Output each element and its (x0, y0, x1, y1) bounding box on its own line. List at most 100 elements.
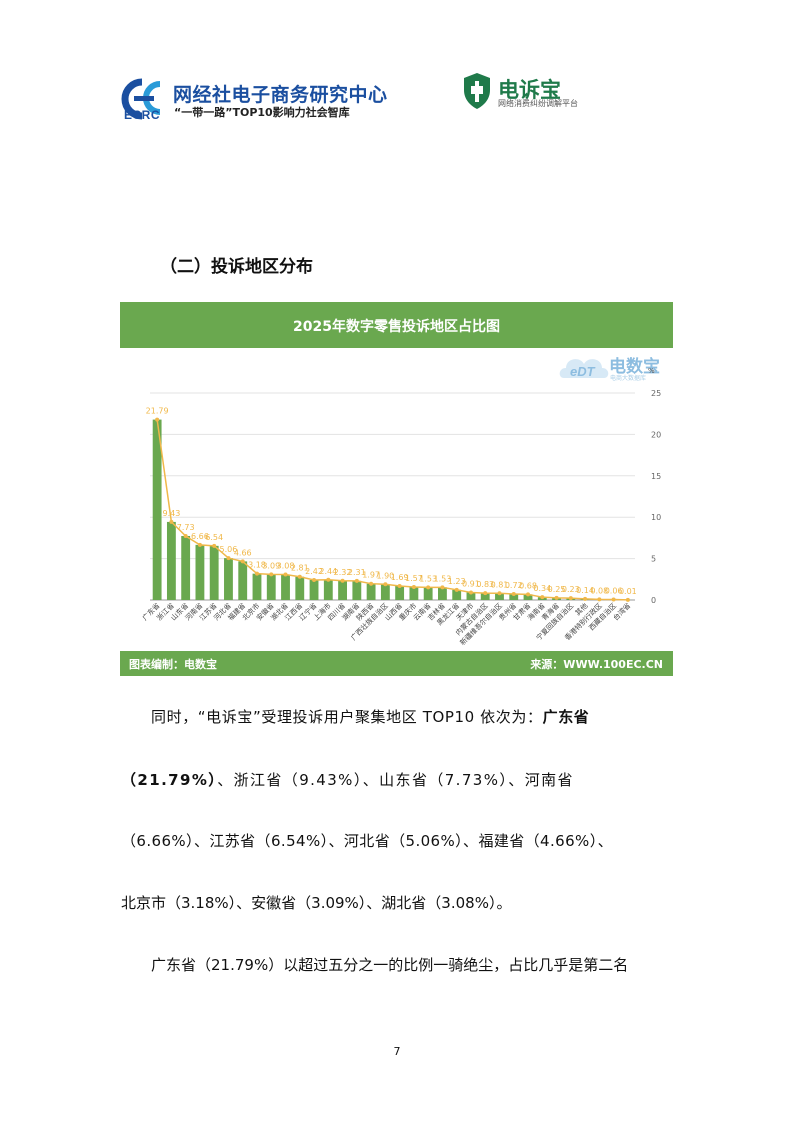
line-point (283, 572, 288, 577)
bar (323, 579, 333, 600)
bar (252, 573, 262, 600)
line-point (625, 597, 630, 602)
bar (266, 574, 276, 600)
line-point (240, 559, 245, 564)
data-label: 0.34 (533, 584, 551, 593)
line-point (354, 578, 359, 583)
line-point (440, 585, 445, 590)
chart-footer-band: 图表编制：电数宝 来源：WWW.100EC.CN (120, 651, 673, 676)
line-point (511, 592, 516, 597)
line-point (426, 585, 431, 590)
bar (466, 592, 476, 600)
data-label: 9.43 (162, 509, 180, 518)
line-point (340, 578, 345, 583)
line-point (583, 596, 588, 601)
ecrc-slogan: “一带一路”TOP10影响力社会智库 (174, 106, 350, 119)
chart-title: 2025年数字零售投诉地区占比图 (293, 319, 500, 335)
data-label: 1.69 (391, 573, 409, 582)
watermark-name: 电数宝 (609, 357, 660, 377)
line-point (611, 597, 616, 602)
bar (366, 583, 376, 600)
p2-bold: （21.79%） (121, 771, 218, 789)
chart-header-band: 2025年数字零售投诉地区占比图 (120, 302, 673, 348)
data-label: 1.53 (434, 574, 452, 583)
data-label: 1.90 (376, 571, 394, 580)
line-point (540, 595, 545, 600)
bar (380, 584, 390, 600)
page-number: 7 (393, 1045, 401, 1058)
y-tick-label: 5 (651, 555, 656, 564)
data-label: 0.06 (605, 587, 623, 596)
watermark-cloud-icon: eDT (559, 359, 609, 379)
bar (181, 535, 191, 600)
bar (423, 587, 433, 600)
bar (509, 594, 519, 600)
bar (238, 561, 248, 600)
data-label: 0.08 (590, 586, 608, 595)
paragraph-line-2: （21.79%）、浙江省（9.43%）、山东省（7.73%）、河南省 (121, 769, 673, 791)
chart-footer-credit: 图表编制：电数宝 (129, 658, 217, 671)
line-point (326, 577, 331, 582)
line-point (397, 584, 402, 589)
data-label: 4.66 (234, 548, 252, 557)
line-point (312, 577, 317, 582)
data-label: 0.68 (519, 581, 537, 590)
p2-text: 、浙江省（9.43%）、山东省（7.73%）、河南省 (217, 771, 574, 789)
data-label: 2.44 (319, 567, 337, 576)
line-point (568, 596, 573, 601)
data-label: 0.72 (505, 581, 523, 590)
y-tick-label: 10 (651, 513, 661, 522)
p1-bold: 广东省 (542, 708, 590, 726)
dsb-subtitle: 网络消费纠纷调解平台 (498, 99, 578, 108)
ecrc-abbr: ECRC (124, 108, 161, 122)
data-label: 2.81 (291, 564, 309, 573)
paragraph-line-3: （6.66%）、江苏省（6.54%）、河北省（5.06%）、福建省（4.66%）… (121, 832, 614, 850)
line-point (183, 533, 188, 538)
bar (309, 579, 319, 600)
data-label: 3.18 (248, 561, 266, 570)
data-label: 0.01 (619, 587, 637, 596)
bar (281, 574, 290, 600)
line-point (269, 572, 274, 577)
bar (152, 419, 162, 600)
bar (409, 587, 419, 600)
data-label: 2.31 (348, 568, 366, 577)
y-tick-label: 25 (651, 389, 661, 398)
y-axis-label: % (648, 367, 655, 375)
line-point (497, 591, 502, 596)
chart-plot-area: 0 5 10 15 20 25% 21.79 9.43 7.736.666.54 5.064.66… (140, 367, 661, 647)
dsb-name: 电诉宝 (498, 78, 561, 102)
bar (438, 587, 447, 600)
section-title: （二）投诉地区分布 (160, 257, 313, 277)
bar (195, 544, 205, 600)
data-label: 5.06 (220, 545, 238, 554)
line-point (155, 417, 160, 422)
line-point (454, 587, 459, 592)
line-point (212, 543, 217, 548)
data-label: 2.42 (305, 567, 323, 576)
y-tick-label: 15 (651, 472, 661, 481)
data-label: 3.08 (277, 561, 295, 570)
line-point (197, 542, 202, 547)
data-label: 0.81 (491, 580, 509, 589)
chart-footer-source: 来源：WWW.100EC.CN (530, 658, 663, 671)
data-label: 1.97 (362, 571, 380, 580)
line-point (483, 591, 488, 596)
bar (452, 589, 462, 600)
bar (395, 586, 405, 600)
data-label: 0.14 (576, 586, 594, 595)
line-point (526, 592, 531, 597)
data-label: 6.54 (205, 533, 223, 542)
line-point (468, 590, 473, 595)
paragraph-line-1: 同时，“电诉宝”受理投诉用户聚集地区 TOP10 依次为：广东省 (121, 706, 673, 728)
line-point (369, 581, 374, 586)
ecrc-name: 网经社电子商务研究中心 (173, 84, 388, 106)
data-label: 7.73 (177, 523, 195, 532)
bar (209, 545, 219, 600)
data-label: 0.25 (548, 585, 566, 594)
trend-line (156, 419, 628, 601)
data-label: 2.32 (334, 568, 352, 577)
bar (352, 580, 362, 600)
bar (224, 558, 233, 600)
data-label: 6.66 (191, 532, 209, 541)
